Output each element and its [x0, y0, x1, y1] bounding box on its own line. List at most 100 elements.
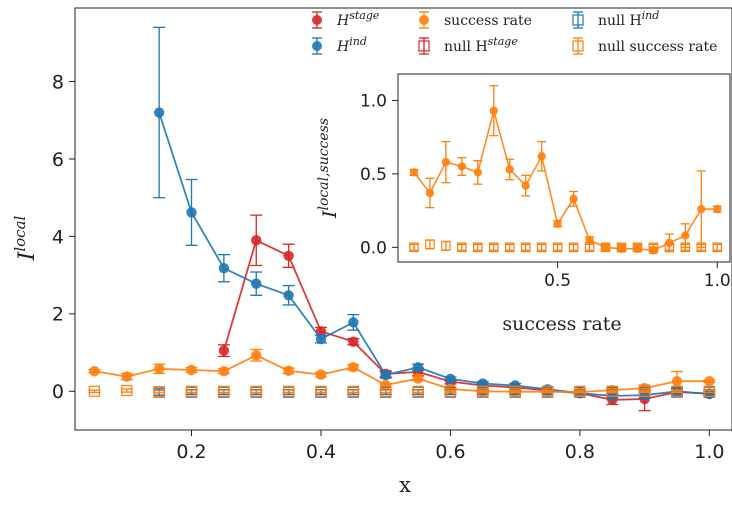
legend-entry: Hind	[312, 35, 367, 55]
main-y-tick-label: 4	[52, 226, 64, 248]
main-axes-frame	[74, 7, 732, 431]
inset-series-0-point	[409, 168, 419, 177]
main-series-1-point	[445, 373, 456, 385]
legend-label-superscript: stage	[349, 9, 380, 22]
main-series-5-point	[606, 385, 618, 397]
inset-series-1-point	[409, 242, 419, 253]
main-series-1-point	[348, 317, 359, 328]
main-y-label-superscript: local	[11, 215, 29, 251]
inset-series-1-point	[520, 242, 531, 253]
main-series-2-point	[218, 365, 230, 377]
inset-series-1-point	[536, 242, 547, 253]
inset-x-tick-label: 1.0	[704, 271, 731, 291]
main-series-5-point	[315, 385, 327, 397]
main-series-0-line	[223, 239, 710, 401]
inset-series-1-point	[632, 242, 643, 253]
main-series-5-point	[477, 385, 489, 397]
main-series-1-point	[153, 107, 165, 118]
inset-series-0-point	[457, 162, 467, 171]
main-series-5-point	[185, 385, 198, 397]
legend-label-base: H	[336, 39, 350, 55]
inset-series-0-point	[697, 204, 706, 214]
main-y-tick-label: 0	[52, 381, 64, 403]
main-x-tick-label: 0.2	[176, 441, 206, 463]
inset-series-1-point	[425, 239, 435, 250]
main-series-5-point	[509, 385, 521, 397]
inset-plot: 0.5 1.0 0.0 0.5 1.0 success rate Ilocal,suc…	[316, 73, 731, 335]
main-series-5-point	[574, 385, 586, 397]
inset-series-1-point	[504, 242, 515, 253]
main-series-5-point	[347, 385, 359, 397]
main-series-5-point	[283, 385, 295, 397]
main-series-1-point	[380, 369, 391, 381]
main-y-label: Ilocal	[11, 215, 40, 261]
main-y-ticks: 0 2 4 6 8	[52, 71, 75, 403]
inset-series-0-point	[521, 181, 530, 190]
main-series-2-point	[283, 365, 294, 376]
main-series-0-point	[251, 235, 262, 246]
inset-y-label-base: I	[319, 210, 341, 219]
main-series-1-point	[218, 262, 230, 274]
legend-label-superscript: stage	[488, 35, 519, 48]
inset-axes-frame	[397, 73, 731, 263]
legend-entry: Hstage	[312, 9, 380, 29]
main-series-5-point	[541, 385, 554, 397]
main-series-5-point	[639, 385, 651, 397]
main-series-0-point	[283, 250, 294, 261]
main-y-tick-label: 8	[52, 71, 64, 93]
legend-label: null Hind	[598, 9, 659, 29]
main-x-tick-label: 0.4	[306, 441, 336, 463]
main-series-0-point	[218, 345, 230, 356]
main-series-2-point	[348, 362, 359, 373]
main-series-5-point	[88, 385, 101, 397]
main-y-tick-label: 2	[52, 304, 64, 326]
legend-label-base: null H	[444, 39, 488, 55]
main-series-5-point	[703, 385, 715, 397]
main-series-0-point	[348, 336, 359, 347]
main-series-2-point	[671, 376, 683, 387]
legend-label: Hind	[336, 35, 367, 55]
legend-label-base: success rate	[444, 13, 532, 29]
main-series-2-point	[315, 369, 327, 380]
main-x-tick-label: 0.8	[565, 441, 595, 463]
main-series-1-point	[186, 207, 197, 218]
inset-series-0-point	[553, 219, 562, 229]
inset-series-1-point	[441, 241, 451, 251]
inset-series-1-point	[696, 242, 707, 253]
inset-y-tick-label: 1.0	[360, 92, 387, 112]
inset-background	[398, 74, 730, 262]
legend-label: success rate	[444, 13, 532, 29]
inset-series-1-point	[680, 242, 691, 253]
legend-marker	[572, 14, 584, 26]
legend-label: null success rate	[598, 39, 717, 55]
inset-series-0-point	[585, 235, 594, 245]
main-x-tick-label: 1.0	[694, 441, 724, 463]
inset-series-1-point	[616, 242, 627, 253]
main-series-5-point	[153, 386, 165, 398]
main-series-2-point	[704, 376, 715, 387]
inset-series-0-point	[569, 194, 578, 204]
main-x-ticks: 0.2 0.4 0.6 0.8 1.0	[176, 430, 724, 463]
main-series-2-point	[186, 364, 197, 376]
inset-series-0-point	[537, 152, 546, 161]
inset-series-1-point	[488, 242, 499, 253]
main-series-5	[88, 384, 716, 398]
main-x-label: x	[399, 473, 411, 497]
main-y-label-base: I	[15, 250, 40, 261]
legend-label: null Hstage	[444, 35, 518, 55]
legend-entry: null success rate	[572, 37, 717, 55]
inset-series-1-point	[457, 242, 467, 253]
main-series-5-point	[412, 385, 424, 397]
main-series-5-point	[444, 385, 457, 397]
main-series-5-point	[380, 385, 392, 397]
legend-marker	[572, 40, 584, 52]
main-series-2-point	[380, 379, 391, 391]
legend-entry: null Hind	[572, 9, 659, 29]
main-series-0-point	[315, 326, 327, 337]
inset-series-1-point	[712, 242, 723, 253]
main-series-2-point	[251, 350, 262, 361]
legend-label: Hstage	[336, 9, 380, 29]
legend-label-base: null H	[598, 13, 642, 29]
inset-series-1-point	[552, 242, 563, 253]
